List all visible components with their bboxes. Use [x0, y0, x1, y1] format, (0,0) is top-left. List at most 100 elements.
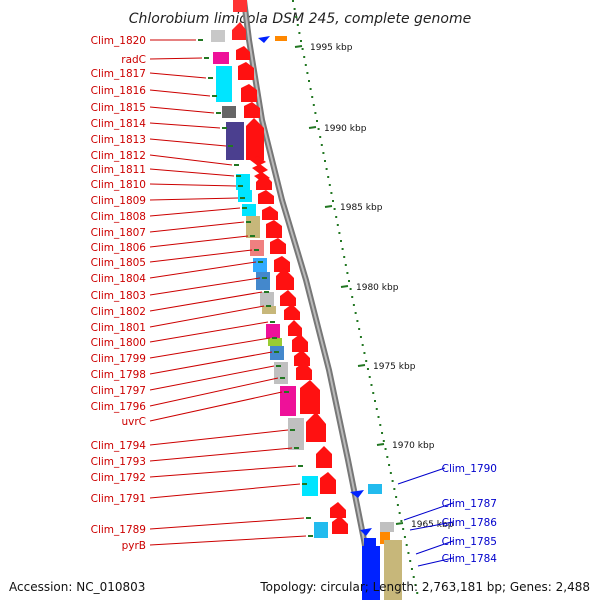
forward-arrow [238, 62, 254, 80]
genome-backbone-highlight [243, 0, 375, 600]
gene-label-clim-1794: Clim_1794 [91, 440, 147, 452]
leader-line [149, 249, 253, 263]
leader-line [149, 277, 261, 296]
scale-dot [340, 240, 342, 242]
gene-label-clim-1799: Clim_1799 [91, 353, 146, 365]
scale-dot [324, 160, 326, 162]
leader-line [149, 305, 265, 328]
forward-arrow [296, 362, 312, 380]
gene-label-clim-1787: Clim_1787 [442, 498, 497, 510]
scale-label-1965: 1965 kbp [411, 520, 454, 530]
leader-tick [246, 221, 251, 223]
leader-tick [280, 377, 285, 379]
leader-line [149, 235, 249, 248]
gene-block [364, 538, 376, 546]
leader-tick [294, 447, 299, 449]
forward-arrow [244, 102, 260, 118]
gene-block [262, 306, 276, 314]
scale-dot [410, 568, 413, 570]
scale-dot [375, 408, 378, 410]
leader-tick [270, 321, 275, 323]
scale-dot [402, 528, 405, 530]
leader-tick [306, 517, 311, 519]
scale-dot [398, 512, 401, 514]
tick-1965 [395, 522, 404, 525]
scale-dot [366, 368, 369, 370]
gene-block [216, 66, 232, 102]
scale-dot [356, 320, 359, 322]
leader-tick [308, 535, 313, 537]
reverse-arrow [258, 36, 270, 43]
gene-label-pyrb: pyrB [122, 540, 146, 552]
scale-dot [349, 288, 352, 290]
leader-tick [228, 145, 233, 147]
scale-dot [325, 168, 328, 170]
scale-dot [309, 88, 312, 90]
tick-1980 [340, 285, 349, 288]
gene-label-clim-1797: Clim_1797 [91, 385, 146, 397]
leader-line [409, 521, 454, 531]
accession-text: Accession: NC_010803 [9, 580, 146, 594]
leader-line [149, 221, 245, 233]
leader-line [149, 291, 263, 312]
leader-tick [298, 465, 303, 467]
forward-arrow [241, 84, 257, 102]
scale-dot [405, 544, 408, 546]
scale-dot [303, 56, 306, 58]
left-gene-labels: Clim_1820 radC Clim_1817 Clim_1816 Clim_1815… [91, 35, 147, 552]
leader-tick [264, 291, 269, 293]
leader-line [149, 183, 237, 187]
forward-arrow [232, 22, 246, 40]
tick-1995 [294, 45, 303, 48]
forward-arrow [258, 190, 274, 204]
gene-label-clim-1815: Clim_1815 [91, 102, 146, 114]
scale-label-1995: 1995 kbp [310, 43, 353, 53]
scale-dot [330, 192, 333, 194]
scale-dot [341, 248, 344, 250]
forward-arrow [284, 304, 300, 320]
leader-tick [240, 197, 245, 199]
scale-dot [359, 336, 362, 338]
scale-dot [344, 264, 347, 266]
gene-label-clim-1820: Clim_1820 [91, 35, 146, 47]
gene-block [314, 522, 328, 538]
gene-block [250, 240, 264, 256]
leader-tick [216, 112, 221, 114]
gene-label-clim-1800: Clim_1800 [91, 337, 146, 349]
leader-tick [302, 483, 307, 485]
gene-label-clim-1786: Clim_1786 [442, 517, 498, 529]
topology-text: Topology: circular; Length: 2,763,181 bp… [260, 580, 590, 594]
gene-label-clim-1796: Clim_1796 [91, 401, 147, 413]
forward-arrow [276, 268, 294, 290]
gene-label-clim-1817: Clim_1817 [91, 68, 146, 80]
scale-dot [351, 296, 354, 298]
label-leaders [149, 39, 454, 567]
gene-label-uvrc: uvrC [121, 416, 146, 428]
gene-label-clim-1807: Clim_1807 [91, 227, 146, 239]
forward-arrow [332, 516, 348, 534]
leader-line [149, 429, 289, 446]
forward-arrow [306, 412, 326, 442]
gene-block [288, 418, 304, 450]
gene-label-clim-1804: Clim_1804 [91, 273, 147, 285]
scale-dot [365, 360, 368, 362]
leader-line [149, 122, 221, 129]
leader-line [149, 321, 269, 343]
scale-dot [384, 448, 387, 450]
scale-dot [391, 480, 394, 482]
gene-label-clim-1789: Clim_1789 [91, 524, 146, 536]
scale-dot [372, 392, 375, 394]
gene-label-clim-1812: Clim_1812 [91, 150, 146, 162]
gene-label-clim-1784: Clim_1784 [442, 553, 498, 565]
scale-dot [336, 224, 339, 226]
scale-dot [343, 256, 346, 258]
scale-dot [322, 152, 325, 154]
scale-dot [333, 208, 336, 210]
scale-dot [382, 440, 385, 442]
leader-line [149, 106, 215, 114]
forward-arrow [320, 472, 336, 494]
gene-label-clim-1792: Clim_1792 [91, 472, 146, 484]
gene-block [266, 324, 280, 338]
scale-dot [389, 472, 392, 474]
